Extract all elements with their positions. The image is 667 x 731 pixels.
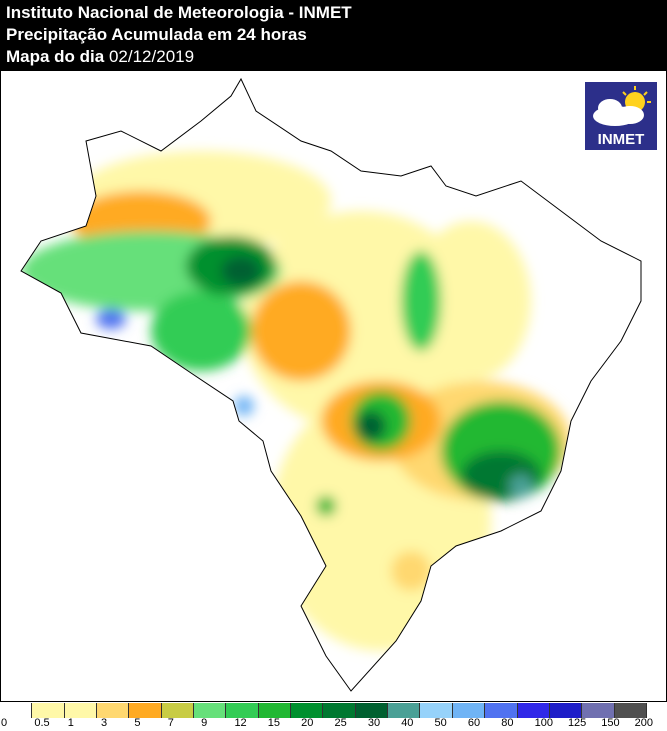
legend-swatch (97, 703, 130, 718)
legend-swatch (258, 703, 292, 718)
legend-swatch (64, 703, 98, 718)
title-bar: Instituto Nacional de Meteorologia - INM… (0, 0, 667, 70)
legend-label: 20 (301, 717, 314, 729)
map-area (0, 70, 667, 701)
precipitation-field (21, 79, 641, 691)
legend-label: 40 (401, 717, 414, 729)
legend-swatch (452, 703, 486, 718)
legend-swatch (614, 703, 647, 718)
legend-label: 9 (201, 717, 208, 729)
legend-label: 100 (534, 717, 553, 729)
legend-label: 15 (267, 717, 281, 729)
legend-swatch (129, 703, 162, 718)
date-label: Mapa do dia (6, 47, 105, 66)
legend-label: 30 (367, 717, 381, 729)
inmet-logo: INMET (585, 82, 657, 150)
legend-label: 25 (334, 717, 347, 729)
legend-label: 50 (434, 717, 447, 729)
legend-swatch (388, 703, 421, 718)
map-subtitle: Precipitação Acumulada em 24 horas (6, 25, 307, 44)
legend-label: 7 (167, 717, 174, 729)
legend-swatch (161, 703, 195, 718)
precipitation-map (20, 78, 642, 692)
map-date-line: Mapa do dia 02/12/2019 (6, 47, 194, 67)
legend-swatch (582, 703, 615, 718)
legend-swatch (0, 703, 33, 718)
legend-label: 12 (234, 717, 247, 729)
legend-swatches (0, 703, 647, 718)
legend-label: 5 (134, 717, 141, 729)
map-date: 02/12/2019 (108, 47, 195, 66)
legend-swatch (420, 703, 453, 718)
cloud-sun-icon (593, 86, 651, 126)
legend-label: 0 (1, 717, 8, 729)
legend-swatch (517, 703, 550, 718)
legend-label: 125 (567, 717, 587, 729)
legend-label: 200 (634, 717, 653, 729)
legend-swatch (323, 703, 356, 718)
legend-swatch (32, 703, 65, 718)
institution-title: Instituto Nacional de Meteorologia - INM… (6, 3, 352, 22)
legend-label: 0.5 (34, 717, 50, 729)
legend-label: 60 (467, 717, 481, 729)
logo-text: INMET (597, 131, 645, 148)
legend-label: 150 (601, 717, 620, 729)
legend-swatch (549, 703, 583, 718)
legend-swatch (355, 703, 389, 718)
legend-swatch (485, 703, 518, 718)
legend-label: 3 (101, 717, 108, 729)
legend-label: 1 (67, 717, 74, 729)
legend-swatch (291, 703, 324, 718)
legend-swatch (226, 703, 259, 718)
legend-swatch (194, 703, 227, 718)
color-legend: 0 0.5 1 3 5 7 9 12 15 20 25 30 40 50 60 80 100 125 150 200 (0, 701, 667, 731)
legend-label: 80 (501, 717, 514, 729)
